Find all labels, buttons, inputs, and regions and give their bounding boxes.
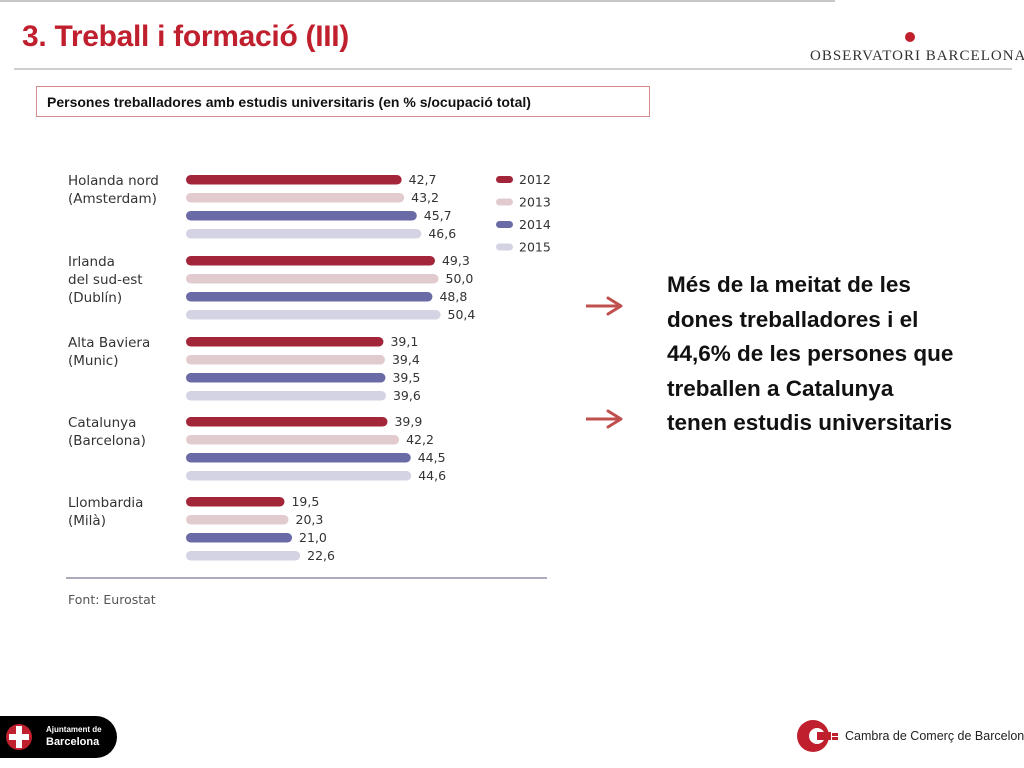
bar-2014: [186, 292, 433, 302]
bar-2012: [186, 417, 388, 427]
category-label: (Milà): [68, 513, 106, 529]
bar-2015: [186, 551, 301, 561]
bar-2013: [186, 515, 289, 525]
value-label: 50,4: [448, 307, 476, 322]
category-label: Llombardia: [68, 495, 143, 511]
top-rule: [0, 0, 835, 2]
value-label: 42,2: [406, 432, 434, 447]
bar-2012: [186, 175, 402, 185]
legend-swatch-2014: [496, 221, 513, 228]
legend-label: 2014: [519, 217, 551, 232]
ajuntament-logo: Ajuntament de Barcelona: [0, 716, 117, 758]
bar-2012: [186, 337, 384, 347]
category-label: (Dublín): [68, 290, 122, 306]
value-label: 39,5: [392, 370, 420, 385]
arrow-right-icon: [606, 296, 623, 316]
category-label: (Munic): [68, 353, 118, 369]
cambra-logo-icon: [797, 720, 838, 752]
header-rule: [14, 68, 1012, 70]
bar-2012: [186, 497, 285, 507]
message-line: treballen a Catalunya: [667, 375, 894, 401]
message-line: tenen estudis universitaris: [667, 410, 953, 435]
message-line: dones treballadores i el: [667, 306, 919, 332]
ajuntament-line2: Barcelona: [46, 736, 100, 748]
legend-swatch-2015: [496, 243, 513, 251]
bar-2014: [186, 453, 411, 463]
message-line: Més de la meitat de les: [667, 272, 911, 297]
observatori-logo: OBSERVATORI BARCELONA: [808, 32, 1024, 70]
legend-label: 2013: [519, 195, 551, 210]
arrow-right-icon: [606, 409, 623, 429]
value-label: 42,7: [409, 172, 437, 187]
value-label: 39,1: [390, 334, 418, 349]
value-label: 45,7: [424, 208, 452, 223]
category-label: Irlanda: [68, 254, 115, 270]
bar-2015: [186, 310, 441, 320]
bar-2015: [186, 471, 412, 481]
legend-label: 2012: [519, 172, 551, 187]
bar-2013: [186, 355, 385, 365]
value-label: 44,5: [418, 450, 446, 465]
value-label: 19,5: [291, 494, 319, 509]
ajuntament-shield-icon: [6, 724, 32, 750]
message-line: 44,6% de les persones que: [667, 341, 954, 366]
page-title: 3. Treball i formació (III): [22, 20, 349, 53]
chart-subtitle-box: Persones treballadores amb estudis unive…: [36, 86, 650, 117]
key-message: Més de la meitat de les dones treballador…: [667, 268, 997, 441]
bar-2013: [186, 435, 400, 445]
category-label: Alta Baviera: [68, 335, 150, 351]
value-label: 21,0: [299, 530, 327, 545]
bar-2014: [186, 373, 386, 383]
chart-subtitle: Persones treballadores amb estudis unive…: [47, 94, 531, 110]
category-label: (Barcelona): [68, 433, 146, 449]
value-label: 39,9: [394, 414, 422, 429]
value-label: 46,6: [428, 226, 456, 241]
legend-swatch-2013: [496, 198, 513, 206]
category-label: del sud-est: [68, 272, 143, 288]
value-label: 39,4: [392, 352, 420, 367]
cambra-text: Cambra de Comerç de Barcelona: [845, 729, 1024, 743]
logo-text: OBSERVATORI BARCELONA: [810, 48, 1024, 64]
value-label: 39,6: [393, 388, 421, 403]
chart-source: Font: Eurostat: [68, 592, 156, 607]
value-label: 49,3: [442, 253, 470, 268]
legend-swatch-2012: [496, 176, 513, 183]
bar-2014: [186, 211, 417, 221]
category-label: Holanda nord: [68, 173, 159, 189]
logo-dot-icon: [905, 32, 915, 42]
bar-2015: [186, 391, 386, 401]
bar-2013: [186, 274, 439, 284]
value-label: 20,3: [296, 512, 324, 527]
value-label: 50,0: [446, 271, 474, 286]
bar-2015: [186, 229, 422, 239]
value-label: 48,8: [439, 289, 467, 304]
value-label: 22,6: [307, 548, 335, 563]
bar-2013: [186, 193, 405, 203]
category-label: (Amsterdam): [68, 191, 157, 207]
bar-2012: [186, 256, 435, 266]
category-label: Catalunya: [68, 415, 136, 431]
bar-2014: [186, 533, 293, 543]
value-label: 43,2: [411, 190, 439, 205]
legend-label: 2015: [519, 240, 551, 255]
value-label: 44,6: [418, 468, 446, 483]
ajuntament-line1: Ajuntament de: [46, 725, 102, 734]
